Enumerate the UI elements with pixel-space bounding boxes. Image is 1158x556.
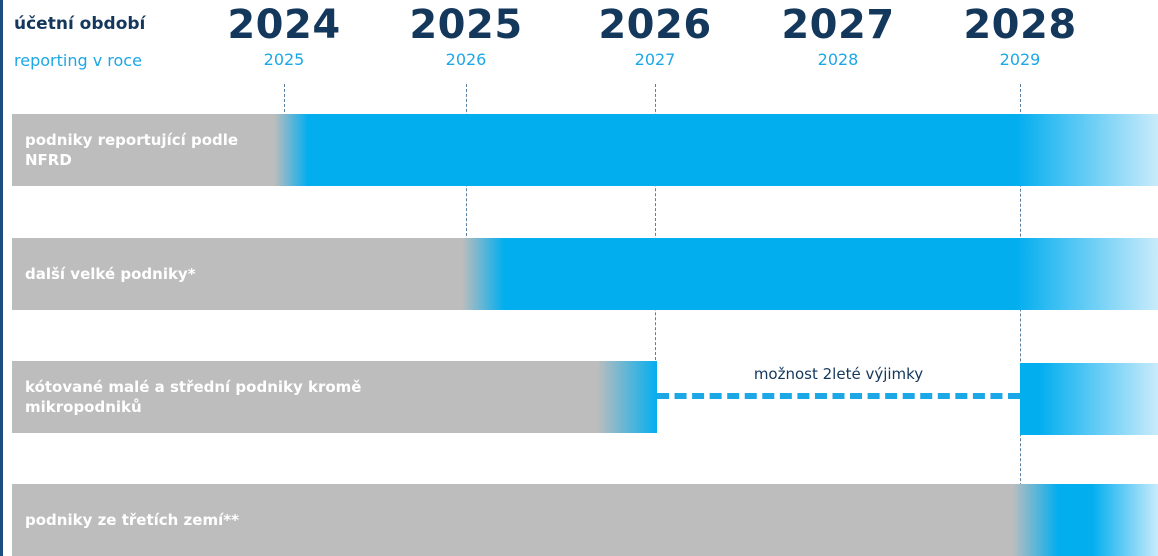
divider-2024 xyxy=(284,84,285,112)
reporting-year-2025: 2025 xyxy=(263,50,305,69)
divider-2026 xyxy=(655,84,656,360)
reporting-year-2027: 2027 xyxy=(634,50,676,69)
left-border xyxy=(0,0,3,556)
period-year-2028: 2028 xyxy=(963,2,1077,48)
row-label-third-country: podniky ze třetích zemí** xyxy=(25,511,239,529)
row-bar-listed-sme: kótované malé a střední podniky kromě mi… xyxy=(12,361,657,433)
reporting-year-2026: 2026 xyxy=(445,50,487,69)
row-label-large-companies: další velké podniky* xyxy=(25,265,196,283)
reporting-label: reporting v roce xyxy=(14,51,142,70)
divider-2028 xyxy=(1020,84,1021,556)
row-bar-third-country: podniky ze třetích zemí** xyxy=(12,484,1158,556)
period-year-2024: 2024 xyxy=(227,2,341,48)
row-bar-listed-sme-resume xyxy=(1020,363,1158,435)
reporting-year-2029: 2029 xyxy=(999,50,1041,69)
row-bar-large-companies: další velké podniky* xyxy=(12,238,1158,310)
period-label: účetní období xyxy=(14,14,146,34)
reporting-year-2028: 2028 xyxy=(817,50,859,69)
row-bar-nfrd: podniky reportující podle NFRD xyxy=(12,114,1158,186)
period-year-2027: 2027 xyxy=(781,2,895,48)
row-label-listed-sme: kótované malé a střední podniky kromě mi… xyxy=(25,378,362,416)
period-year-2025: 2025 xyxy=(409,2,523,48)
exemption-dashed-line xyxy=(657,393,1020,399)
exemption-note: možnost 2leté výjimky xyxy=(753,365,924,383)
period-year-2026: 2026 xyxy=(598,2,712,48)
row-label-nfrd: podniky reportující podle NFRD xyxy=(25,131,239,169)
